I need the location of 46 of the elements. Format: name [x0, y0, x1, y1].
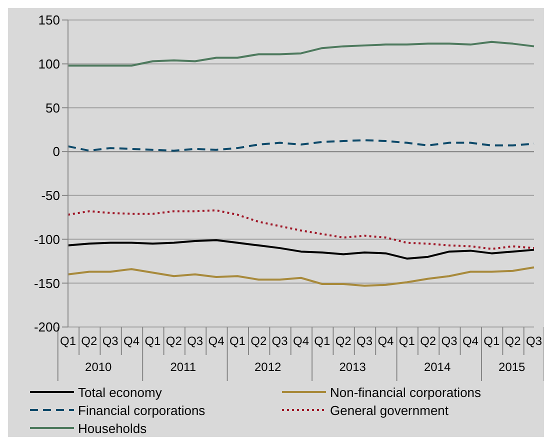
x-tick-label: Q4: [208, 334, 225, 348]
x-tick-label: Q3: [102, 334, 119, 348]
y-tick-label: -200: [34, 320, 60, 335]
legend-label: General government: [330, 402, 449, 418]
legend-label: Financial corporations: [78, 402, 206, 418]
x-tick-label: Q3: [441, 334, 458, 348]
x-tick-label: Q4: [124, 334, 140, 348]
x-tick-label: Q3: [526, 334, 542, 348]
x-tick-label: Q4: [462, 334, 479, 348]
x-tick-label: Q2: [81, 334, 98, 348]
y-tick-label: 50: [46, 100, 60, 116]
text: 2010: [85, 360, 112, 374]
x-tick-label: Q3: [187, 334, 204, 348]
text: 2015: [498, 360, 526, 374]
x-tick-label: Q1: [144, 334, 162, 348]
text: 2013: [339, 360, 366, 374]
legend-label: Total economy: [78, 384, 162, 400]
y-tick-label: -150: [34, 276, 60, 291]
x-tick-label: Q1: [484, 334, 500, 348]
x-tick-label: Q3: [356, 334, 373, 348]
x-tick-label: Q3: [272, 334, 288, 348]
legend-label: Non-financial corporations: [330, 384, 482, 400]
y-tick-label: -100: [34, 232, 60, 247]
y-tick-label: 150: [38, 12, 60, 28]
x-tick-label: Q2: [250, 334, 267, 348]
text: 2014: [424, 360, 451, 374]
x-tick-label: Q1: [60, 334, 76, 348]
x-tick-label: Q1: [398, 334, 416, 348]
text: 2011: [170, 360, 196, 374]
y-tick-label: -50: [41, 188, 60, 204]
x-tick-label: Q2: [335, 334, 352, 348]
x-tick-label: Q2: [504, 334, 522, 348]
y-tick-label: 0: [52, 144, 60, 160]
legend-label: Households: [78, 420, 147, 436]
line-series: [67, 266, 535, 287]
line-series: [67, 40, 535, 67]
x-tick-label: Q1: [229, 334, 246, 348]
x-tick-label: Q1: [314, 334, 331, 348]
x-tick-label: Q2: [166, 334, 182, 348]
text: 2012: [254, 360, 282, 374]
line-series: [67, 239, 535, 260]
x-tick-label: Q2: [420, 334, 436, 348]
line-series: [67, 209, 535, 250]
y-tick-label: 100: [38, 56, 60, 72]
x-tick-label: Q4: [292, 334, 310, 348]
x-tick-label: Q4: [378, 334, 394, 348]
